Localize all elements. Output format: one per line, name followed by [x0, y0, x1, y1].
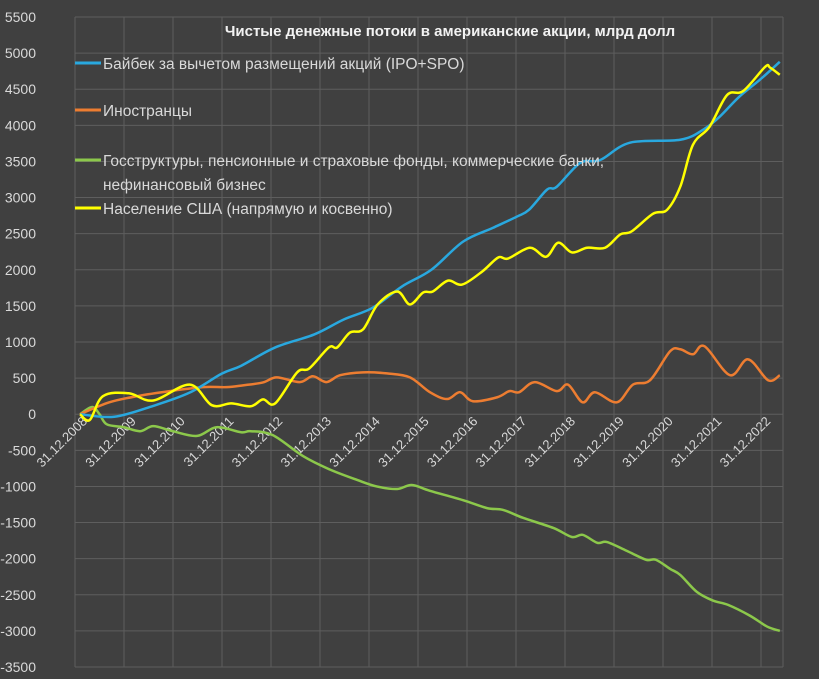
- x-tick-label: 31.12.2012: [229, 414, 286, 471]
- y-tick-label: 4500: [5, 81, 36, 97]
- y-tick-label: 2500: [5, 226, 36, 242]
- x-tick-label: 31.12.2014: [326, 414, 383, 471]
- series-line-households: [79, 63, 781, 422]
- y-tick-label: 3500: [5, 153, 36, 169]
- y-tick-label: -3000: [0, 623, 36, 639]
- y-tick-label: 1500: [5, 298, 36, 314]
- y-tick-label: -500: [8, 442, 36, 458]
- y-tick-label: -3500: [0, 659, 36, 675]
- legend-item-foreigners: Иностранцы: [75, 103, 192, 120]
- x-tick-label: 31.12.2019: [570, 414, 627, 471]
- y-tick-label: 1000: [5, 334, 36, 350]
- y-tick-label: 4000: [5, 117, 36, 133]
- series-line-foreigners: [79, 344, 781, 416]
- x-tick-label: 31.12.2008: [33, 414, 90, 471]
- legend-label-households: Население США (напрямую и косвенно): [103, 201, 392, 218]
- series-line-buyback: [79, 60, 781, 419]
- y-tick-label: 5500: [5, 9, 36, 25]
- legend-item-institutions: Госструктуры, пенсионные и страховые фон…: [75, 153, 604, 194]
- legend-label-institutions-line1: Госструктуры, пенсионные и страховые фон…: [103, 153, 604, 170]
- legend-item-buyback: Байбек за вычетом размещений акций (IPO+…: [75, 56, 465, 73]
- legend-label-institutions-line2: нефинансовый бизнес: [103, 177, 266, 194]
- x-tick-label: 31.12.2018: [521, 414, 578, 471]
- legend-item-households: Население США (напрямую и косвенно): [75, 201, 392, 218]
- y-tick-label: 5000: [5, 45, 36, 61]
- y-tick-label: -1000: [0, 478, 36, 494]
- y-tick-label: 0: [28, 406, 36, 422]
- x-tick-label: 31.12.2013: [277, 414, 334, 471]
- gridlines: [74, 16, 784, 668]
- x-tick-label: 31.12.2016: [424, 414, 481, 471]
- legend-label-buyback: Байбек за вычетом размещений акций (IPO+…: [103, 56, 465, 73]
- x-axis-ticks: 31.12.200831.12.200931.12.201031.12.2011…: [33, 414, 773, 471]
- legend: Байбек за вычетом размещений акций (IPO+…: [75, 56, 604, 218]
- y-tick-label: 500: [13, 370, 37, 386]
- series-line-institutions: [79, 405, 781, 633]
- y-tick-label: -2500: [0, 587, 36, 603]
- x-tick-label: 31.12.2015: [375, 414, 432, 471]
- x-tick-label: 31.12.2009: [82, 414, 139, 471]
- x-tick-label: 31.12.2010: [131, 414, 188, 471]
- chart-title: Чистые денежные потоки в американские ак…: [225, 23, 675, 40]
- x-tick-label: 31.12.2022: [717, 414, 774, 471]
- legend-label-foreigners: Иностранцы: [103, 103, 192, 120]
- x-tick-label: 31.12.2020: [619, 414, 676, 471]
- x-tick-label: 31.12.2021: [668, 414, 725, 471]
- y-tick-label: -1500: [0, 515, 36, 531]
- x-tick-label: 31.12.2017: [473, 414, 530, 471]
- y-tick-label: 3000: [5, 190, 36, 206]
- y-tick-label: -2000: [0, 551, 36, 567]
- y-axis-ticks: 5500500045004000350030002500200015001000…: [0, 9, 36, 675]
- series-lines: [79, 60, 781, 633]
- x-tick-label: 31.12.2011: [181, 414, 237, 470]
- y-tick-label: 2000: [5, 262, 36, 278]
